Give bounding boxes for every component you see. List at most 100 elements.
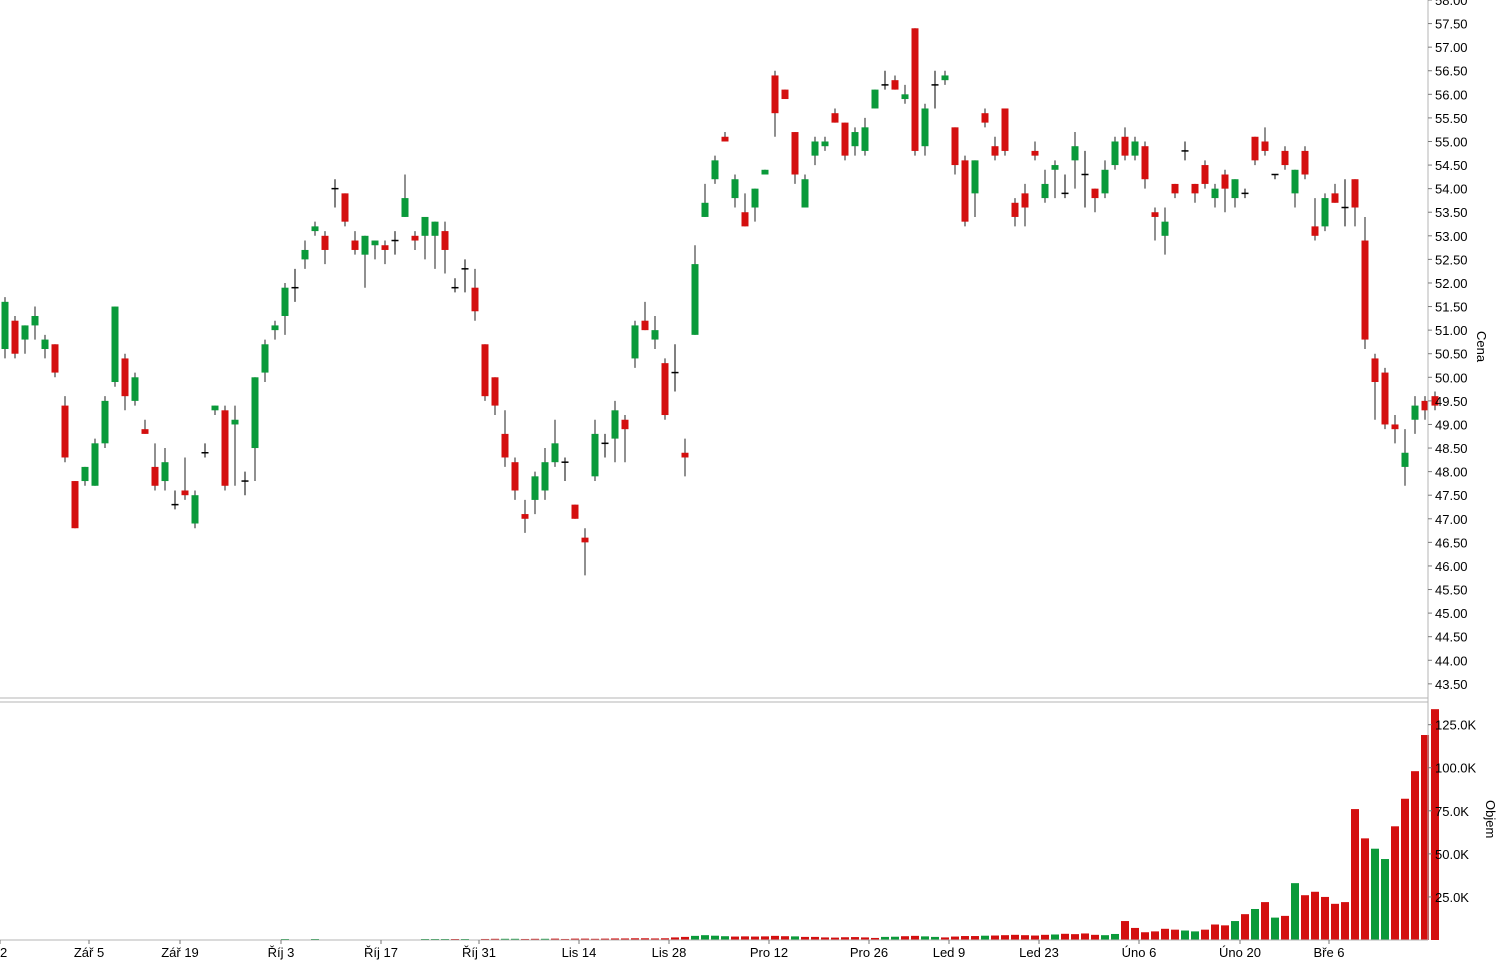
candle [511,457,519,500]
volume-bar [1081,933,1089,940]
candle-body [1131,141,1139,156]
candle [91,438,99,486]
volume-bar [1321,896,1329,940]
volume-bar [981,935,989,940]
candle [941,70,949,85]
x-axis: 22 Zář 5 Zář 19 Říj 3 Říj 17 Říj 31 Lis 14 Lis … [0,939,1428,960]
candle [991,136,999,161]
volume-bar [1301,895,1309,940]
candle [1401,429,1409,486]
candle-body [731,179,739,199]
volume-bar [1251,908,1259,940]
candle [1341,179,1349,227]
candle-body [1,301,9,349]
candle [671,344,679,392]
volume-bar [571,938,579,940]
candle-body [161,462,169,482]
candle [81,466,89,486]
candle-body [1011,202,1019,217]
candle-body [1211,188,1219,199]
candle [871,89,879,109]
candle [731,174,739,208]
candle-body [691,264,699,335]
candle-body [821,141,829,147]
candle-body [231,419,239,425]
volume-tick-label: 75.0K [1435,804,1469,819]
candle [721,132,729,142]
volume-bar [1361,838,1369,940]
candle [1291,169,1299,208]
candle [221,405,229,491]
price-panel [1,28,1439,576]
candle-body [1431,396,1439,406]
candle-body [361,235,369,255]
candle-body [541,462,549,491]
candle-body [1391,424,1399,430]
candle [1241,188,1249,199]
volume-bar [1021,935,1029,940]
candle [831,108,839,123]
candle [51,344,59,378]
candle-body [1331,193,1339,203]
candle-body [1021,193,1029,208]
candle [651,315,659,349]
volume-bar [501,938,509,940]
candle [151,443,159,491]
volume-bar [1291,883,1299,940]
candle-body [431,221,439,236]
x-tick-label: Říj 31 [462,945,496,960]
candle [751,188,759,222]
candle [551,419,559,467]
price-tick-label: 50.00 [1435,370,1468,385]
candle-body [1361,240,1369,340]
volume-bar [811,936,819,940]
volume-bar [941,937,949,940]
candle-body [801,179,809,208]
price-tick-label: 55.50 [1435,111,1468,126]
price-tick-label: 47.50 [1435,488,1468,503]
volume-panel [281,709,1439,940]
volume-bar [761,936,769,940]
candle-body [1221,174,1229,189]
volume-bar [731,936,739,940]
candle-body [1231,179,1239,199]
candle-body [1031,150,1039,156]
candle [161,448,169,491]
candle [491,377,499,416]
volume-bar [1241,914,1249,940]
candle-body [1291,169,1299,194]
volume-tick-label: 125.0K [1435,718,1477,733]
candle [1181,141,1189,161]
volume-bar [821,937,829,940]
volume-bar [671,937,679,940]
candle [1251,136,1259,166]
candle [591,419,599,482]
candle [1281,146,1289,170]
volume-bar [1381,859,1389,940]
volume-bar [1421,735,1429,940]
candle [181,457,189,500]
price-tick-label: 57.00 [1435,40,1468,55]
volume-bar [521,938,529,940]
volume-bar [1091,934,1099,940]
candle [1301,146,1309,180]
candle [641,301,649,331]
price-tick-label: 57.50 [1435,17,1468,32]
volume-bar [511,938,519,940]
candle [741,193,749,227]
volume-bar [541,938,549,940]
candle [41,334,49,359]
candle [411,231,419,250]
candle [561,457,569,482]
volume-bar [691,935,699,940]
candle [1211,183,1219,208]
volume-bar [1151,931,1159,940]
candle [401,174,409,217]
candle [981,108,989,128]
candle-body [771,75,779,114]
candle-body [121,358,129,397]
candle [431,221,439,269]
candle-body [21,325,29,340]
candle-body [921,108,929,147]
candle-body [681,452,689,458]
